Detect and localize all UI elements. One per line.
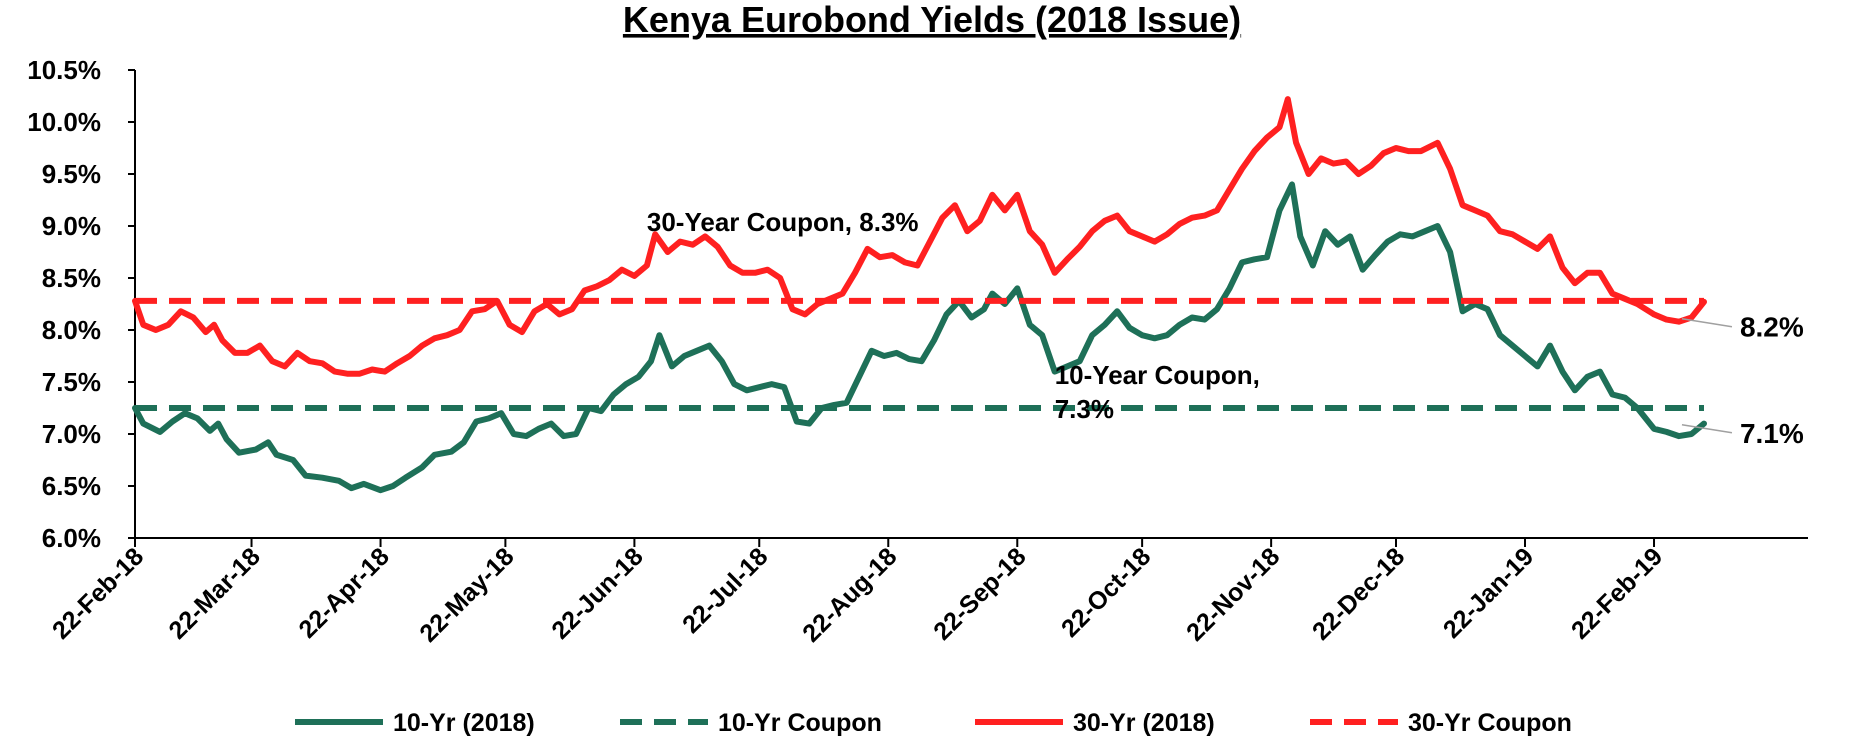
legend-30yr-coupon: 30-Yr Coupon <box>1310 709 1572 737</box>
x-tick-label: 22-Dec-18 <box>1307 542 1410 645</box>
legend-10yr-coupon: 10-Yr Coupon <box>620 709 882 737</box>
legend-label: 30-Yr Coupon <box>1408 709 1572 737</box>
x-tick-label: 22-Feb-19 <box>1566 542 1668 644</box>
plot-area: 6.0% 6.5% 7.0% 7.5% 8.0% 8.5% 9.0% 9.5% 10.0% 10.… <box>27 55 1808 737</box>
x-tick-label: 22-Aug-18 <box>797 542 902 647</box>
legend-10yr: 10-Yr (2018) <box>295 709 535 737</box>
chart-title: Kenya Eurobond Yields (2018 Issue) <box>623 0 1241 40</box>
x-tick-label: 22-Nov-18 <box>1181 542 1285 646</box>
end-value-label: 8.2% <box>1740 312 1804 343</box>
y-tick-label: 8.5% <box>42 263 101 293</box>
series-30yr-line <box>132 96 1707 377</box>
legend-label: 10-Yr (2018) <box>393 709 535 737</box>
annotation-label: 30-Year Coupon, 8.3% <box>647 207 919 237</box>
y-tick-label: 9.0% <box>42 211 101 241</box>
series-10yr-line <box>132 181 1707 494</box>
y-tick-label: 7.0% <box>42 419 101 449</box>
end-value-label: 7.1% <box>1740 418 1804 449</box>
legend-label: 30-Yr (2018) <box>1073 709 1215 737</box>
y-tick-label: 6.5% <box>42 471 101 501</box>
x-tick-label: 22-Jan-19 <box>1438 542 1539 643</box>
end-label-leader <box>1681 424 1733 434</box>
end-label-leader <box>1681 317 1733 328</box>
x-tick-label: 22-May-18 <box>414 542 519 647</box>
x-tick-label: 22-Jul-18 <box>677 542 774 639</box>
y-tick-label: 10.5% <box>27 55 101 85</box>
y-tick-label: 8.0% <box>42 315 101 345</box>
y-tick-label: 7.5% <box>42 367 101 397</box>
annotation-label: 7.3% <box>1055 394 1114 424</box>
x-tick-label: 22-Oct-18 <box>1056 542 1156 642</box>
y-tick-label: 6.0% <box>42 523 101 553</box>
y-tick-label: 9.5% <box>42 159 101 189</box>
x-tick-label: 22-Sep-18 <box>928 542 1031 645</box>
legend-label: 10-Yr Coupon <box>718 709 882 737</box>
legend-30yr: 30-Yr (2018) <box>975 709 1215 737</box>
y-tick-label: 10.0% <box>27 107 101 137</box>
annotation-label: 10-Year Coupon, <box>1055 360 1260 390</box>
x-tick-label: 22-Mar-18 <box>163 542 265 644</box>
x-tick-label: 22-Jun-18 <box>546 542 648 644</box>
x-tick-label: 22-Apr-18 <box>293 542 394 643</box>
x-tick-label: 22-Feb-18 <box>47 542 149 644</box>
